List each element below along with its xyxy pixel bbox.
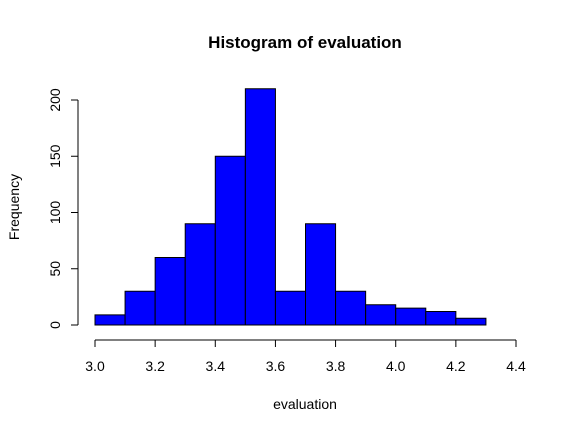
y-tick-label-4: 200	[47, 88, 63, 112]
x-tick-label-7: 4.4	[506, 358, 526, 374]
y-tick-label-1: 50	[47, 261, 63, 277]
histogram-bar-6	[274, 290, 306, 326]
x-tick-label-3: 3.6	[266, 358, 286, 374]
histogram-bar-8	[335, 290, 367, 326]
histogram-bar-12	[455, 317, 487, 326]
histogram-bar-1	[124, 290, 156, 326]
histogram-bar-0	[94, 314, 126, 326]
x-tick-label-2: 3.4	[206, 358, 226, 374]
x-tick-label-1: 3.2	[145, 358, 165, 374]
histogram-bar-5	[244, 88, 276, 326]
histogram-bar-9	[365, 304, 397, 326]
x-tick-label-4: 3.8	[326, 358, 346, 374]
histogram-bar-3	[184, 223, 216, 326]
chart-title: Histogram of evaluation	[208, 33, 402, 52]
histogram-bar-4	[214, 155, 246, 326]
x-tick-label-0: 3.0	[85, 358, 105, 374]
y-tick-label-2: 100	[47, 201, 63, 225]
x-axis: 3.0 3.2 3.4 3.6 3.8 4.0 4.2 4.4	[85, 339, 526, 374]
bars-group	[94, 88, 487, 326]
x-tick-label-5: 4.0	[386, 358, 406, 374]
y-tick-label-0: 0	[47, 321, 63, 329]
histogram-bar-11	[425, 311, 457, 326]
histogram-bar-7	[305, 223, 337, 326]
histogram-bar-10	[395, 307, 427, 326]
x-tick-label-6: 4.2	[446, 358, 466, 374]
histogram-bar-2	[154, 257, 186, 326]
y-tick-label-3: 150	[47, 144, 63, 168]
x-axis-label: evaluation	[273, 396, 337, 412]
y-axis-label: Frequency	[6, 174, 22, 240]
y-axis: 0 50 100 150 200	[47, 88, 79, 329]
